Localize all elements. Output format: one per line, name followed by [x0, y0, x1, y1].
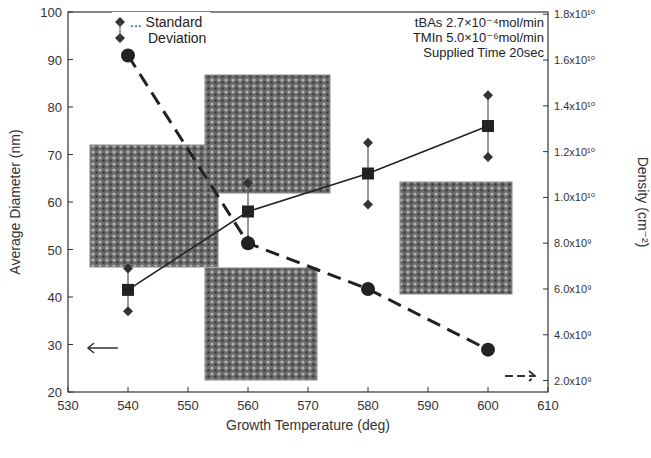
point — [361, 282, 375, 296]
x-tick-label: 550 — [177, 398, 199, 413]
y-tick — [68, 392, 73, 393]
x-tick-label: 570 — [297, 398, 319, 413]
legend-bar — [120, 22, 121, 38]
y-tick-label: 60 — [48, 195, 62, 210]
y-tick — [68, 59, 73, 60]
y-tick-label: 40 — [48, 290, 62, 305]
x-tick-label: 560 — [237, 398, 259, 413]
y2-tick-label: 6.0x10⁹ — [554, 283, 592, 295]
y-tick — [68, 344, 73, 345]
error-cap — [123, 264, 133, 274]
afm-inset — [400, 182, 512, 294]
y2-tick-label: 1.2x10¹⁰ — [554, 146, 596, 158]
x-tick — [548, 387, 549, 392]
x-tick-label: 590 — [417, 398, 439, 413]
legend-text: ... StandardDeviation — [130, 14, 206, 46]
point — [122, 284, 134, 296]
y2-tick — [543, 288, 548, 289]
y-tick — [68, 12, 73, 13]
x-tick — [368, 387, 369, 392]
x-tick — [128, 387, 129, 392]
condition-text: Supplied Time 20sec — [423, 45, 544, 60]
y-tick — [68, 297, 73, 298]
chart: 530 540 550 560 570 580 590 600 610 20 30 40 50 60 70 8… — [0, 0, 651, 458]
y-tick-label: 100 — [40, 5, 62, 20]
axis-arrow — [88, 343, 118, 353]
afm-inset — [90, 145, 218, 267]
y-tick-label: 80 — [48, 100, 62, 115]
x-tick-label: 600 — [477, 398, 499, 413]
x-tick — [68, 387, 69, 392]
y2-tick-label: 1.4x10¹⁰ — [554, 100, 596, 112]
afm-inset — [205, 268, 317, 380]
legend-bg — [112, 12, 210, 48]
error-cap — [243, 178, 253, 188]
y2-tick-label: 4.0x10⁹ — [554, 329, 592, 341]
y2-axis-title: Density (cm⁻²) — [635, 157, 651, 248]
x-tick — [428, 387, 429, 392]
y2-tick — [543, 243, 548, 244]
error-cap — [483, 152, 493, 162]
x-tick-label: 610 — [537, 398, 559, 413]
y2-tick — [543, 380, 548, 381]
plot-area — [121, 48, 495, 356]
x-axis-title: Growth Temperature (deg) — [226, 417, 390, 433]
y-tick-label: 50 — [48, 243, 62, 258]
point — [481, 343, 495, 357]
y2-tick — [543, 151, 548, 152]
error-cap — [363, 138, 373, 148]
y-tick-label: 20 — [48, 385, 62, 400]
y2-tick-label: 8.0x10⁹ — [554, 237, 592, 249]
y-tick — [68, 249, 73, 250]
y-tick-label: 30 — [48, 338, 62, 353]
y2-tick-label: 1.6x10¹⁰ — [554, 54, 596, 66]
x-tick-label: 530 — [57, 398, 79, 413]
y-tick — [68, 107, 73, 108]
y-axis-title: Average Diameter (nm) — [7, 129, 23, 274]
y2-tick-label: 2.0x10⁹ — [554, 375, 592, 387]
condition-text: tBAs 2.7×10⁻⁴mol/min — [415, 15, 544, 30]
plot-frame — [68, 12, 548, 392]
y2-tick — [543, 334, 548, 335]
point — [362, 168, 374, 180]
afm-inset — [205, 75, 330, 193]
y2-tick — [543, 105, 548, 106]
x-tick — [248, 387, 249, 392]
point — [242, 206, 254, 218]
y2-tick — [543, 197, 548, 198]
x-tick — [188, 387, 189, 392]
y-tick — [68, 202, 73, 203]
point — [241, 236, 255, 250]
condition-text: TMIn 5.0×10⁻⁶mol/min — [413, 30, 544, 45]
error-cap — [363, 199, 373, 209]
x-tick-label: 540 — [117, 398, 139, 413]
point — [482, 120, 494, 132]
y-tick-label: 90 — [48, 53, 62, 68]
y-tick-label: 70 — [48, 148, 62, 163]
y-tick — [68, 154, 73, 155]
y2-tick-label: 1.8x10¹⁰ — [554, 8, 596, 20]
error-cap — [123, 306, 133, 316]
y2-tick-label: 1.0x10¹⁰ — [554, 191, 596, 203]
x-tick — [488, 387, 489, 392]
axis-arrow — [505, 371, 535, 381]
error-cap — [483, 90, 493, 100]
point — [121, 48, 135, 62]
x-tick-label: 580 — [357, 398, 379, 413]
x-tick — [308, 387, 309, 392]
series-line — [128, 55, 488, 349]
